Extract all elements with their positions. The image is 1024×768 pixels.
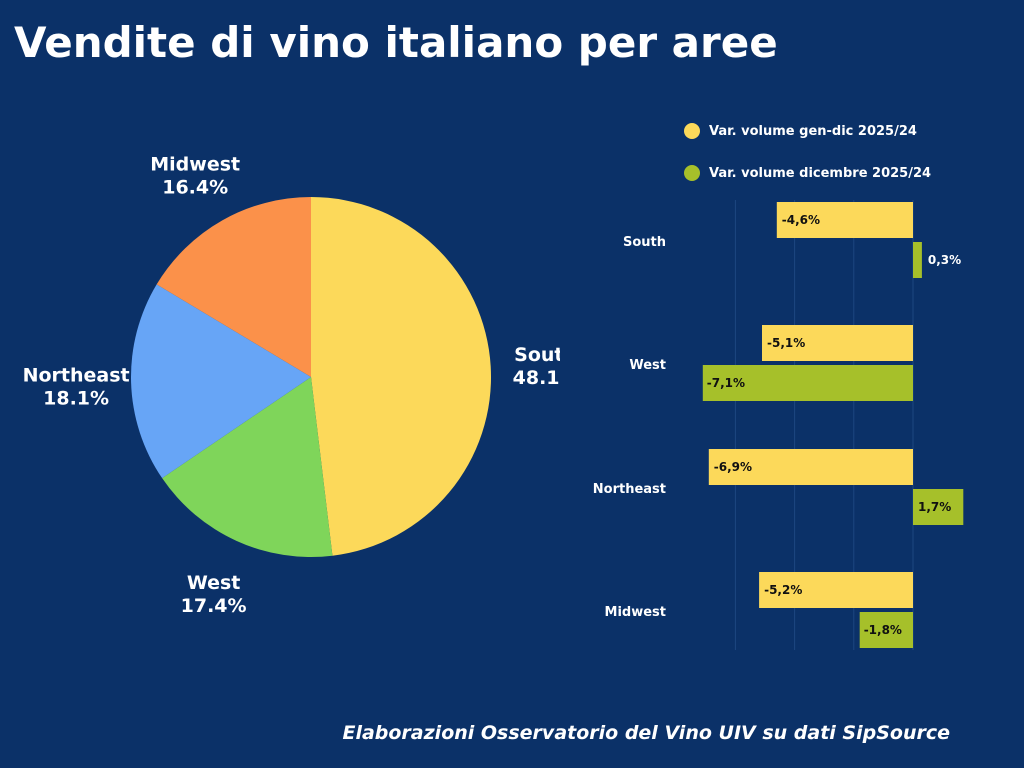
bar-midwest-series-2	[859, 612, 913, 648]
pie-value-west: 17.4%	[181, 595, 247, 617]
category-label-west: West	[629, 358, 666, 373]
pie-label-northeast: Northeast	[23, 365, 130, 387]
bar-midwest-series-1	[759, 572, 913, 608]
bar-south-series-2	[913, 242, 922, 278]
bar-chart: South -4,6% 0,3% West -5,1% -7,1% Northeast -6,…	[593, 200, 964, 650]
pie-value-midwest: 16.4%	[162, 177, 228, 199]
pie-value-northeast: 18.1%	[43, 388, 109, 410]
bar-value-west-series-2: -7,1%	[707, 376, 745, 390]
pie-slice-northeast	[131, 284, 311, 479]
bar-legend: Var. volume gen-dic 2025/24 Var. volume …	[684, 120, 931, 204]
bar-northeast-series-1	[708, 449, 913, 485]
legend-swatch-december	[684, 165, 700, 181]
category-label-northeast: Northeast	[593, 482, 666, 497]
bar-value-northeast-series-2: 1,7%	[918, 500, 951, 514]
bar-south-series-1	[776, 202, 913, 238]
pie-slice-west	[162, 377, 333, 558]
pie-slice-south	[311, 197, 492, 556]
bar-value-northeast-series-1: -6,9%	[714, 460, 752, 474]
legend-label-december: Var. volume dicembre 2025/24	[709, 165, 932, 181]
bar-value-south-series-2: 0,3%	[928, 253, 961, 267]
pie-label-south: South	[514, 344, 560, 366]
bar-value-south-series-1: -4,6%	[782, 213, 820, 227]
source-note: Elaborazioni Osservatorio del Vino UIV s…	[342, 722, 950, 744]
bar-value-midwest-series-2: -1,8%	[864, 623, 902, 637]
chart-title: Vendite di vino italiano per aree	[14, 18, 778, 67]
pie-slice-midwest	[156, 197, 311, 377]
pie-label-midwest: Midwest	[150, 154, 240, 176]
category-label-midwest: Midwest	[605, 605, 666, 620]
legend-label-year: Var. volume gen-dic 2025/24	[709, 123, 917, 139]
pie-label-west: West	[187, 572, 241, 594]
bar-west-series-2	[702, 365, 913, 401]
category-label-south: South	[623, 235, 666, 250]
bar-west-series-1	[762, 325, 913, 361]
legend-swatch-year	[684, 123, 700, 139]
bar-northeast-series-2	[913, 489, 964, 525]
bar-value-midwest-series-1: -5,2%	[764, 583, 802, 597]
legend-item-year: Var. volume gen-dic 2025/24	[684, 120, 931, 142]
legend-item-december: Var. volume dicembre 2025/24	[684, 162, 931, 184]
bar-value-west-series-1: -5,1%	[767, 336, 805, 350]
pie-value-south: 48.1%	[513, 367, 560, 389]
